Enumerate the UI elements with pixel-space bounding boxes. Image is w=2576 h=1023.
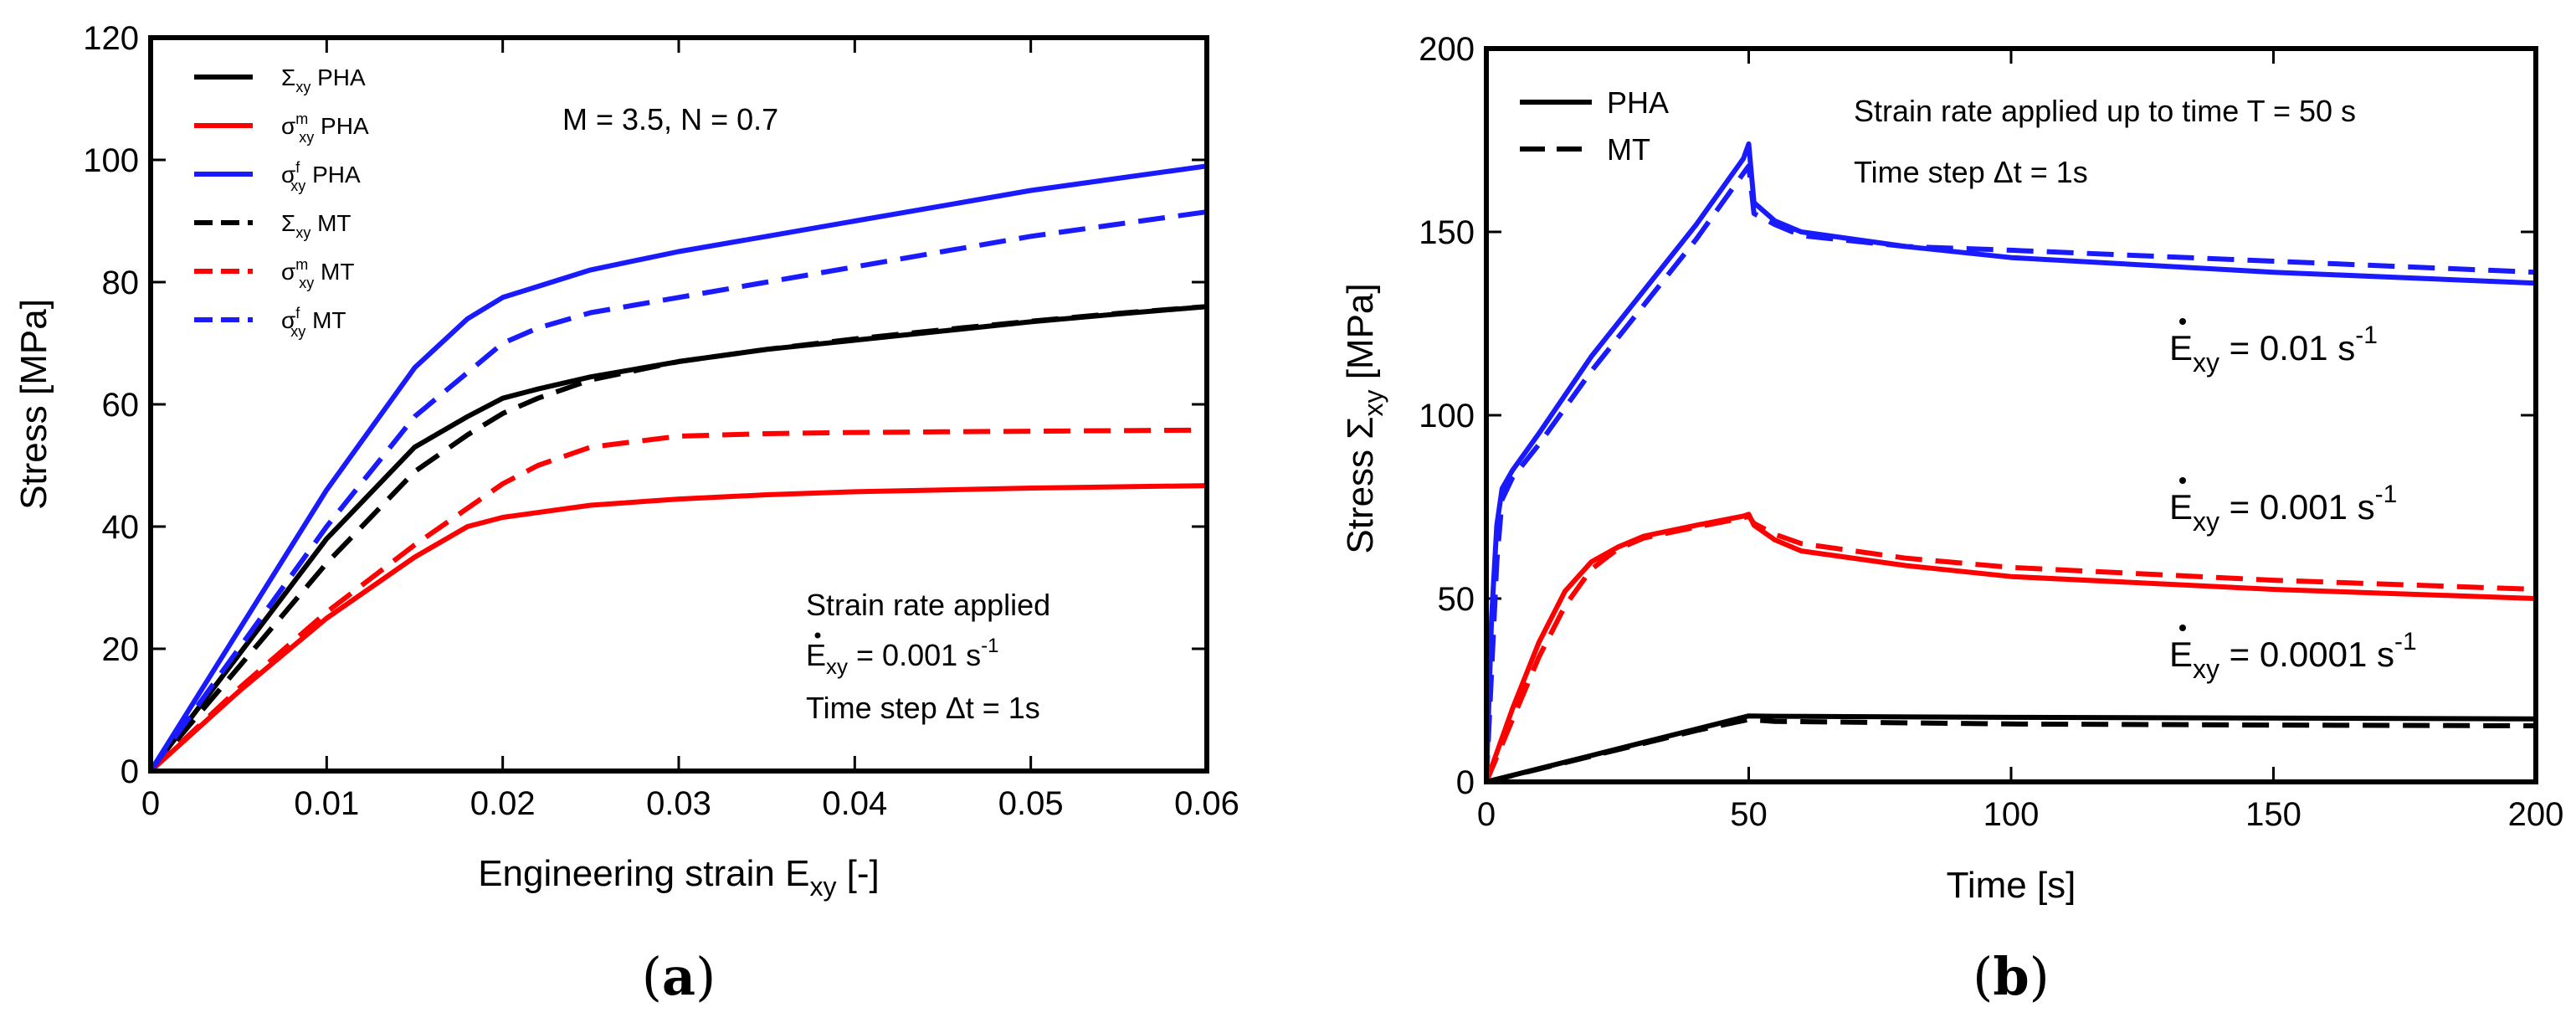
legend-label: Σxy MT	[281, 210, 352, 241]
x-tick-label: 0.03	[646, 785, 711, 822]
x-tick-label: 200	[2508, 796, 2564, 833]
b-ticks: 0 50 100 150 200 0 50 100 150 200	[1419, 31, 2563, 833]
a-xlabel: Engineering strain Exy [-]	[478, 853, 880, 902]
a-rate-text: Exy = 0.001 s-1	[806, 635, 998, 679]
y-tick-label: 200	[1419, 31, 1475, 68]
b-xlabel: Time [s]	[1947, 865, 2076, 906]
x-tick-label: 0.02	[470, 785, 536, 822]
series-line-red-solid	[148, 483, 1208, 774]
a-series-group	[148, 163, 1208, 774]
b-legend-label-pha: PHA	[1607, 85, 1669, 120]
b-rate-dot	[2179, 318, 2186, 325]
x-tick-label: 0.06	[1174, 785, 1239, 822]
b-rate-dot	[2179, 477, 2186, 484]
legend-label: σf xy MT	[281, 305, 346, 340]
a-params-annotation: M = 3.5, N = 0.7	[562, 102, 778, 136]
legend-label: σm xy MT	[281, 256, 355, 291]
b-annotation-line1: Strain rate applied up to time T = 50 s	[1854, 94, 2356, 128]
series-line-blue-dashed	[1484, 163, 2537, 783]
a-rate-label: Exy = 0.001 s-1	[806, 632, 998, 679]
x-tick-label: 0.01	[294, 785, 359, 822]
series-line-black-solid	[148, 304, 1208, 773]
x-tick-label: 0	[1477, 796, 1496, 833]
y-tick-label: 20	[102, 631, 140, 668]
b-panel-label: (b)	[1973, 946, 2050, 1007]
a-rate-dot	[814, 632, 821, 639]
panel-b: 0 50 100 150 200 0 50 100 150 200 Stress Σxy [MPa…	[1340, 31, 2563, 1007]
y-tick-label: 150	[1419, 214, 1475, 251]
a-timestep-annotation: Time step Δt = 1s	[806, 691, 1040, 725]
a-ticks: 0 0.01 0.02 0.03 0.04 0.05 0.06 0 20 40 60 80 100 120	[83, 20, 1239, 822]
b-legend-label-mt: MT	[1607, 132, 1650, 167]
b-annotation-line2: Time step Δt = 1s	[1854, 155, 2088, 189]
series-line-red-dashed	[148, 427, 1208, 774]
y-tick-label: 80	[102, 265, 140, 301]
a-rate-title: Strain rate applied	[806, 588, 1050, 622]
b-rate-text: Exy = 0.001 s-1	[2169, 481, 2397, 537]
series-line-red-dashed	[1484, 513, 2537, 784]
series-line-blue-solid	[1484, 141, 2537, 783]
series-line-blue-solid	[148, 163, 1208, 773]
a-legend: Σxy PHA σm xy PHA σf xy PHA Σxy MT σm xy MT σf xy…	[194, 64, 369, 340]
x-tick-label: 0.04	[822, 785, 887, 822]
panel-a: 0 0.01 0.02 0.03 0.04 0.05 0.06 0 20 40 60 80 100 120…	[13, 20, 1239, 1007]
a-plot-frame	[148, 35, 1209, 774]
a-panel-label: (a)	[642, 946, 716, 1007]
y-tick-label: 50	[1438, 581, 1475, 618]
b-rate-label-0.0001: Exy = 0.0001 s-1	[2169, 625, 2417, 684]
a-ylabel: Stress [MPa]	[13, 299, 54, 510]
x-tick-label: 100	[1983, 796, 2040, 833]
x-tick-label: 50	[1730, 796, 1768, 833]
y-tick-label: 0	[1456, 764, 1475, 801]
legend-label: Σxy PHA	[281, 64, 366, 95]
x-tick-label: 150	[2245, 796, 2301, 833]
b-rate-text: Exy = 0.01 s-1	[2169, 321, 2378, 378]
y-tick-label: 60	[102, 387, 140, 424]
b-rate-text: Exy = 0.0001 s-1	[2169, 628, 2417, 684]
b-rate-label-0.001: Exy = 0.001 s-1	[2169, 477, 2397, 537]
b-series-group	[1484, 141, 2537, 784]
y-tick-label: 100	[83, 142, 139, 179]
series-line-black-dashed	[1486, 717, 2537, 784]
b-ylabel: Stress Σxy [MPa]	[1340, 283, 1388, 553]
b-rate-label-0.01: Exy = 0.01 s-1	[2169, 318, 2378, 378]
legend-label: σm xy PHA	[281, 111, 369, 146]
b-plot-frame	[1484, 46, 2538, 784]
y-tick-label: 100	[1419, 398, 1475, 434]
series-line-black-dashed	[148, 304, 1208, 773]
y-tick-label: 0	[121, 753, 139, 790]
series-line-blue-dashed	[148, 209, 1208, 773]
y-tick-label: 40	[102, 509, 140, 546]
x-tick-label: 0	[141, 785, 160, 822]
x-tick-label: 0.05	[998, 785, 1064, 822]
b-legend: PHA MT	[1520, 85, 1669, 167]
y-tick-label: 120	[83, 20, 139, 57]
legend-label: σf xy PHA	[281, 159, 361, 194]
b-rate-dot	[2179, 625, 2186, 631]
